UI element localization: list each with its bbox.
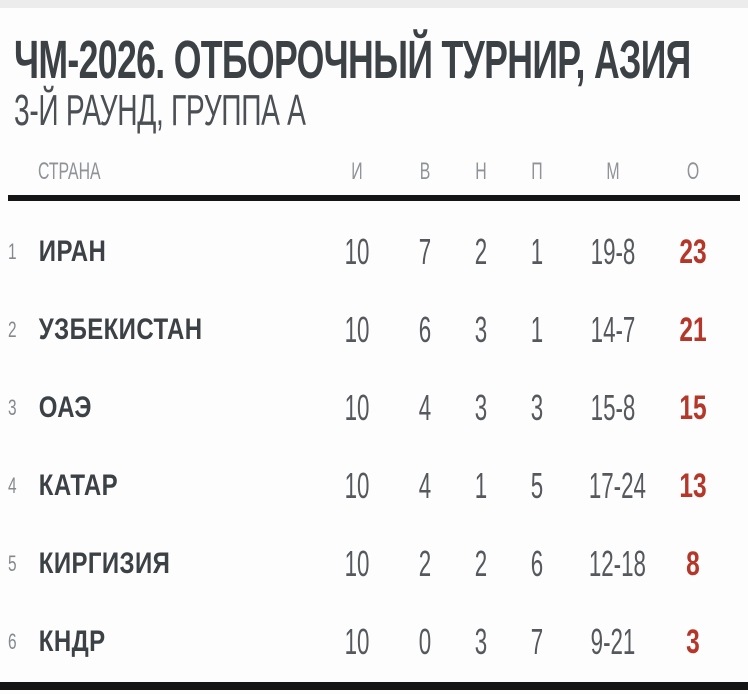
top-strip: [0, 0, 748, 8]
rank-cell: 1: [8, 239, 17, 264]
points-cell: 3: [686, 622, 700, 661]
goals-cell: 12-18: [588, 543, 646, 584]
draws-cell: 2: [474, 231, 488, 272]
standings-rows: 1 ИРАН 10 7 2 1 19-8 23 2 УЗБЕКИСТАН 10 …: [0, 201, 748, 681]
header-country: СТРАНА: [37, 158, 101, 185]
draws-cell: 3: [474, 387, 488, 428]
losses-cell: 3: [530, 387, 544, 428]
played-cell: 10: [344, 309, 370, 350]
table-row: 2 УЗБЕКИСТАН 10 6 3 1 14-7 21: [0, 291, 748, 369]
played-cell: 10: [344, 621, 370, 662]
goals-cell: 9-21: [590, 621, 636, 662]
goals-cell: 14-7: [590, 309, 636, 350]
header-points: О: [686, 158, 700, 185]
wins-cell: 0: [418, 621, 432, 662]
losses-cell: 1: [530, 231, 544, 272]
goals-cell: 17-24: [588, 465, 646, 506]
draws-cell: 3: [474, 621, 488, 662]
wins-cell: 6: [418, 309, 432, 350]
goals-cell: 19-8: [590, 231, 636, 272]
played-cell: 10: [344, 543, 370, 584]
losses-cell: 1: [530, 309, 544, 350]
points-cell: 21: [679, 310, 707, 349]
header-divider: [8, 195, 740, 201]
header-draws: Н: [475, 158, 487, 185]
header-played: И: [351, 158, 363, 185]
points-cell: 15: [679, 388, 707, 427]
rank-cell: 5: [8, 551, 17, 576]
header-goals: М: [606, 158, 620, 185]
played-cell: 10: [344, 465, 370, 506]
table-header-row: СТРАНА И В Н П М О: [0, 158, 748, 186]
table-row: 4 КАТАР 10 4 1 5 17-24 13: [0, 447, 748, 525]
wins-cell: 7: [418, 231, 432, 272]
country-cell: КАТАР: [38, 469, 119, 502]
goals-cell: 15-8: [590, 387, 636, 428]
wins-cell: 2: [418, 543, 432, 584]
wins-cell: 4: [418, 387, 432, 428]
table-row: 3 ОАЭ 10 4 3 3 15-8 15: [0, 369, 748, 447]
draws-cell: 1: [474, 465, 488, 506]
losses-cell: 6: [530, 543, 544, 584]
points-cell: 8: [686, 544, 700, 583]
losses-cell: 5: [530, 465, 544, 506]
rank-cell: 3: [8, 395, 17, 420]
points-cell: 23: [679, 232, 707, 271]
header-wins: В: [419, 158, 431, 185]
rank-cell: 2: [8, 317, 17, 342]
country-cell: КНДР: [38, 625, 106, 658]
table-row: 6 КНДР 10 0 3 7 9-21 3: [0, 603, 748, 681]
played-cell: 10: [344, 231, 370, 272]
rank-cell: 6: [8, 629, 17, 654]
header-losses: П: [531, 158, 543, 185]
table-row: 5 КИРГИЗИЯ 10 2 2 6 12-18 8: [0, 525, 748, 603]
wins-cell: 4: [418, 465, 432, 506]
bottom-rule: [0, 682, 748, 690]
page-subtitle: 3-Й РАУНД, ГРУППА А: [14, 86, 306, 135]
country-cell: КИРГИЗИЯ: [38, 547, 171, 580]
rank-cell: 4: [8, 473, 17, 498]
draws-cell: 2: [474, 543, 488, 584]
losses-cell: 7: [530, 621, 544, 662]
played-cell: 10: [344, 387, 370, 428]
points-cell: 13: [679, 466, 707, 505]
country-cell: ОАЭ: [38, 391, 92, 424]
table-row: 1 ИРАН 10 7 2 1 19-8 23: [0, 213, 748, 291]
draws-cell: 3: [474, 309, 488, 350]
country-cell: УЗБЕКИСТАН: [38, 313, 203, 346]
page-title: ЧМ-2026. ОТБОРОЧНЫЙ ТУРНИР, АЗИЯ: [14, 30, 691, 90]
country-cell: ИРАН: [38, 235, 107, 268]
